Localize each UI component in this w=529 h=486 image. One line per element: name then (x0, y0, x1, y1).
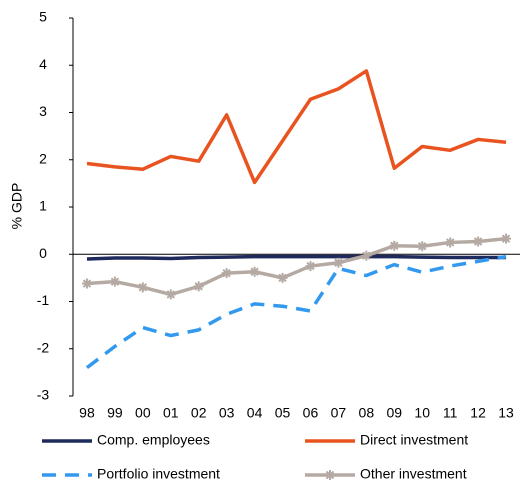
series-line (86, 236, 507, 297)
y-tick-label: 4 (39, 56, 47, 72)
y-tick-label: -2 (37, 339, 50, 355)
x-tick-label: 03 (219, 405, 235, 421)
x-tick-label: 13 (498, 405, 514, 421)
x-tick-label: 06 (303, 405, 319, 421)
x-tick-label: 11 (443, 405, 458, 421)
x-tick-label: 10 (414, 405, 430, 421)
x-tick-label: 04 (247, 405, 263, 421)
marker (361, 250, 372, 261)
y-tick-label: 0 (39, 245, 47, 261)
x-tick-label: 01 (163, 405, 179, 421)
series-line (86, 69, 507, 185)
marker (333, 257, 344, 268)
x-tick-label: 12 (470, 405, 486, 421)
legend-label: Direct investment (360, 432, 468, 448)
y-tick-label: 3 (39, 103, 47, 119)
marker (109, 276, 120, 287)
marker (417, 241, 428, 252)
marker (165, 289, 176, 300)
series-line (85, 254, 507, 370)
y-tick-label: -1 (37, 292, 50, 308)
x-tick-label: 08 (359, 405, 375, 421)
x-tick-label: 09 (386, 405, 402, 421)
marker (193, 281, 204, 292)
marker (473, 236, 484, 247)
y-tick-label: 5 (39, 9, 47, 25)
x-tick-label: 99 (107, 405, 123, 421)
marker (277, 272, 288, 283)
marker (249, 266, 260, 277)
x-tick-label: 02 (191, 405, 207, 421)
marker (501, 233, 512, 244)
x-tick-label: 07 (331, 405, 347, 421)
x-tick-label: 05 (275, 405, 291, 421)
y-axis-label: % GDP (9, 183, 25, 230)
y-tick-label: -3 (37, 387, 50, 403)
x-tick-label: 98 (79, 405, 95, 421)
legend-label: Portfolio investment (97, 466, 220, 482)
legend-marker (325, 470, 335, 480)
marker (137, 282, 148, 293)
y-tick-label: 1 (39, 198, 47, 214)
marker (389, 240, 400, 251)
legend-label: Comp. employees (97, 432, 210, 448)
y-tick-label: 2 (39, 150, 47, 166)
legend-label: Other investment (360, 466, 467, 482)
series-line (86, 254, 507, 261)
marker (445, 237, 456, 248)
marker (305, 261, 316, 272)
x-tick-label: 00 (135, 405, 151, 421)
marker (81, 278, 92, 289)
marker (221, 268, 232, 279)
